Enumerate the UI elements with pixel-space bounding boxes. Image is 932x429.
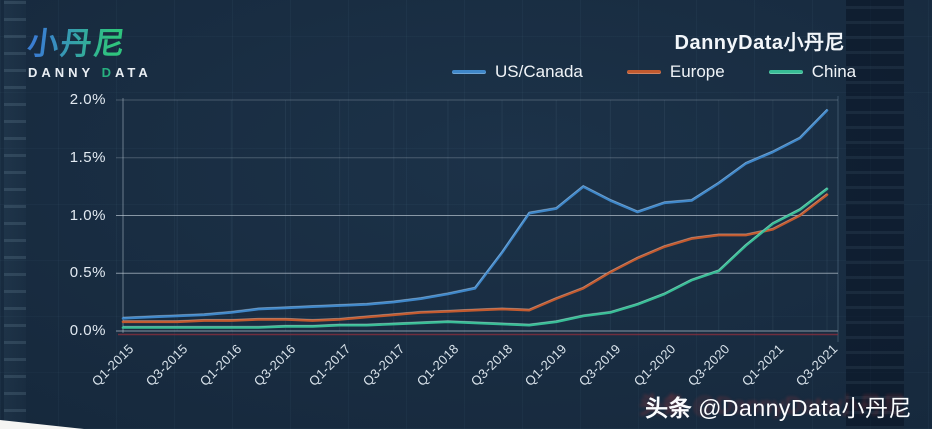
right-dark-band <box>846 0 904 429</box>
legend-item-china: China <box>768 62 857 82</box>
logo-wordmark: DANNY DATA <box>28 65 152 80</box>
page-corner-sliver <box>0 420 84 429</box>
legend-label-china: China <box>811 62 857 81</box>
logo-word-danny: DANNY <box>28 65 102 80</box>
y-tick-label: 2.0% <box>69 91 106 108</box>
left-texture-strip <box>4 0 26 429</box>
y-tick-label: 0.5% <box>69 264 106 282</box>
chart-legend: US/Canada Europe China <box>452 62 856 82</box>
legend-item-us-canada: US/Canada <box>452 62 583 82</box>
legend-item-europe: Europe <box>626 62 725 82</box>
y-tick-label: 0.0% <box>69 322 106 339</box>
legend-swatch-europe <box>626 70 661 74</box>
chart-series-lines <box>121 108 829 329</box>
chart-gridlines <box>116 96 839 342</box>
footer-watermark-ghost: 头条 @DannyData小丹尼 <box>639 392 906 418</box>
footer-platform: 头条 <box>645 395 693 421</box>
y-tick-label: 1.0% <box>69 206 106 224</box>
logo-word-ata: ATA <box>115 65 152 80</box>
legend-swatch-us-canada <box>452 70 486 74</box>
legend-swatch-china <box>768 70 803 74</box>
logo-symbol-text: 小丹尼 <box>25 18 130 63</box>
footer-watermark: 头条 @DannyData小丹尼 <box>645 389 912 423</box>
brand-title: DannyData小丹尼 <box>674 32 845 54</box>
legend-label-europe: Europe <box>669 62 725 81</box>
footer-handle: @DannyData小丹尼 <box>698 395 912 421</box>
legend-label-us-canada: US/Canada <box>495 62 583 81</box>
danny-data-logo: 小丹尼 DANNY DATA <box>25 18 152 80</box>
logo-word-d: D <box>101 65 115 80</box>
y-tick-label: 1.5% <box>69 148 106 166</box>
